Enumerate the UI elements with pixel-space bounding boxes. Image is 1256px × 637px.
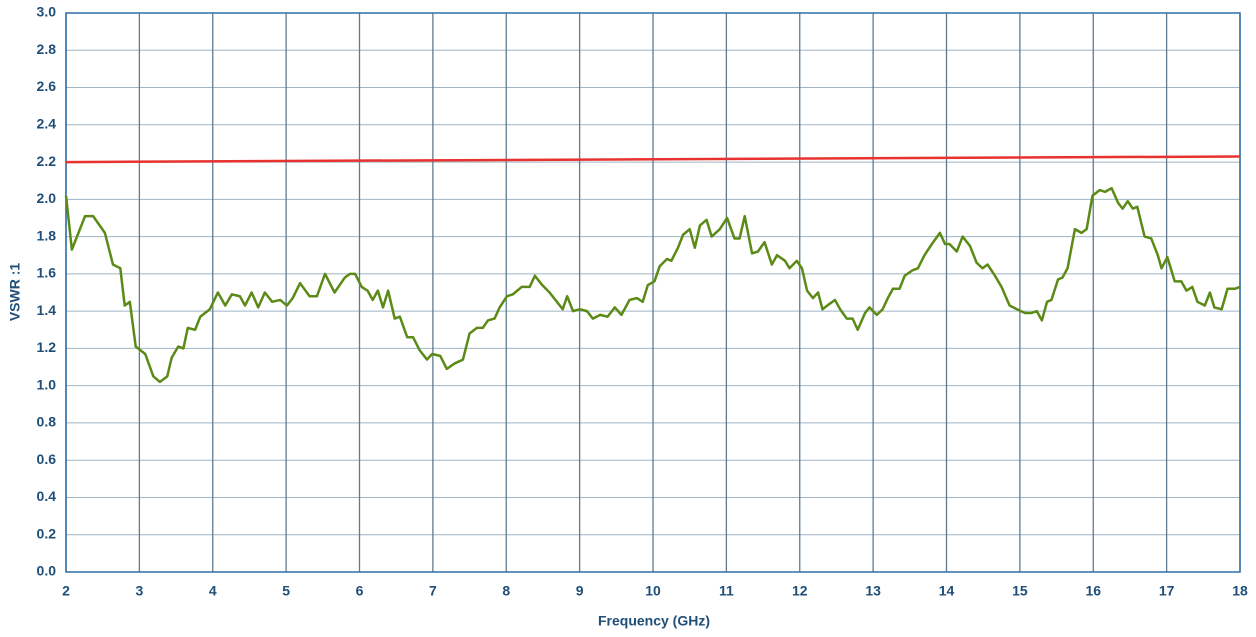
x-tick-label: 13 [865, 583, 881, 599]
y-tick-label: 0.6 [37, 451, 57, 467]
y-tick-label: 1.2 [37, 339, 57, 355]
y-tick-label: 0.0 [37, 563, 57, 579]
y-tick-label: 2.8 [37, 41, 57, 57]
x-tick-label: 3 [135, 583, 143, 599]
y-tick-label: 2.6 [37, 78, 57, 94]
series-line [64, 186, 1241, 384]
series-line [65, 155, 1241, 164]
y-tick-label: 1.4 [37, 302, 57, 318]
x-tick-label: 6 [356, 583, 364, 599]
x-tick-label: 11 [719, 583, 734, 599]
x-tick-label: 10 [645, 583, 661, 599]
x-tick-label: 5 [282, 583, 290, 599]
y-tick-label: 1.0 [37, 376, 57, 392]
y-tick-label: 1.6 [37, 265, 57, 281]
y-tick-label: 3.0 [37, 4, 57, 20]
y-tick-label: 0.4 [37, 488, 57, 504]
y-tick-label: 1.8 [37, 227, 57, 243]
y-tick-label: 2.0 [37, 190, 57, 206]
x-tick-label: 9 [576, 583, 584, 599]
y-tick-label: 2.2 [37, 153, 57, 169]
x-tick-label: 12 [792, 583, 808, 599]
y-tick-label: 2.4 [37, 116, 57, 132]
x-tick-label: 8 [502, 583, 510, 599]
x-tick-label: 17 [1159, 583, 1175, 599]
x-axis-label: Frequency (GHz) [598, 613, 710, 629]
y-axis-label: VSWR :1 [7, 263, 23, 322]
x-tick-label: 2 [62, 583, 70, 599]
x-tick-label: 15 [1012, 583, 1028, 599]
x-tick-label: 18 [1232, 583, 1248, 599]
y-tick-label: 0.8 [37, 414, 57, 430]
x-tick-label: 16 [1085, 583, 1101, 599]
plot-border [65, 12, 1241, 573]
y-tick-label: 0.2 [37, 525, 57, 541]
x-tick-label: 7 [429, 583, 437, 599]
x-tick-label: 4 [209, 583, 217, 599]
x-tick-label: 14 [939, 583, 955, 599]
